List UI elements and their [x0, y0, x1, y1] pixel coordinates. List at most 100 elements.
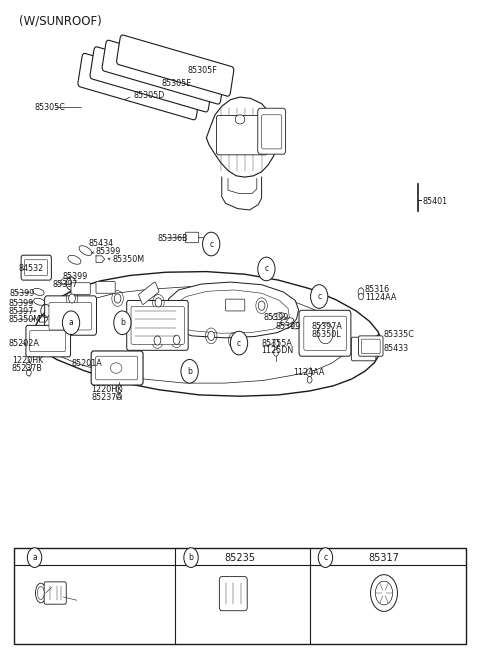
FancyBboxPatch shape — [96, 281, 115, 293]
FancyBboxPatch shape — [258, 108, 286, 154]
Circle shape — [26, 369, 31, 376]
Text: 85397A: 85397A — [311, 322, 342, 331]
Circle shape — [181, 359, 198, 383]
FancyBboxPatch shape — [117, 35, 234, 96]
FancyBboxPatch shape — [30, 331, 65, 352]
Text: 85399: 85399 — [10, 289, 35, 298]
Text: 85317: 85317 — [369, 552, 399, 563]
Circle shape — [26, 362, 32, 370]
FancyBboxPatch shape — [127, 300, 188, 350]
Text: 85397: 85397 — [53, 280, 78, 289]
Circle shape — [231, 336, 238, 345]
Ellipse shape — [79, 246, 92, 255]
FancyBboxPatch shape — [78, 53, 201, 120]
FancyBboxPatch shape — [90, 47, 212, 112]
Text: 85305D: 85305D — [133, 91, 165, 100]
Text: 85399: 85399 — [62, 272, 88, 281]
Text: 85235: 85235 — [225, 552, 255, 563]
FancyBboxPatch shape — [91, 351, 143, 385]
Text: (W/SUNROOF): (W/SUNROOF) — [19, 14, 102, 28]
Circle shape — [155, 298, 162, 307]
Text: 85399: 85399 — [96, 247, 121, 256]
Circle shape — [116, 385, 122, 393]
Text: 1220HK: 1220HK — [12, 356, 43, 365]
Circle shape — [208, 331, 215, 340]
Text: 85305C: 85305C — [35, 103, 65, 112]
Text: 85305F: 85305F — [187, 66, 217, 75]
Text: 85434: 85434 — [89, 239, 114, 248]
Text: 18641E: 18641E — [53, 583, 83, 592]
Ellipse shape — [68, 255, 81, 264]
Ellipse shape — [280, 318, 294, 325]
Circle shape — [273, 339, 279, 347]
Circle shape — [230, 331, 248, 355]
FancyBboxPatch shape — [71, 283, 90, 295]
FancyBboxPatch shape — [24, 260, 48, 276]
FancyBboxPatch shape — [96, 356, 138, 380]
FancyBboxPatch shape — [299, 310, 351, 356]
Circle shape — [114, 311, 131, 335]
Ellipse shape — [33, 289, 44, 295]
Text: 1125DN: 1125DN — [262, 346, 294, 356]
Text: 85401: 85401 — [422, 197, 447, 206]
FancyBboxPatch shape — [361, 339, 380, 354]
Text: 85355A: 85355A — [262, 338, 292, 348]
Text: a: a — [32, 553, 37, 562]
Circle shape — [184, 548, 198, 567]
Circle shape — [274, 350, 278, 356]
Text: 1124AA: 1124AA — [365, 293, 396, 302]
Circle shape — [154, 336, 161, 345]
Text: 85335C: 85335C — [383, 330, 414, 339]
Text: b: b — [187, 367, 192, 376]
Text: 85336B: 85336B — [157, 234, 188, 243]
Text: 85202A: 85202A — [9, 339, 39, 348]
Circle shape — [258, 301, 265, 310]
FancyBboxPatch shape — [304, 316, 347, 350]
FancyBboxPatch shape — [216, 115, 267, 155]
Polygon shape — [206, 97, 277, 177]
Ellipse shape — [300, 326, 314, 333]
FancyBboxPatch shape — [44, 582, 66, 604]
Text: a: a — [69, 318, 73, 327]
Text: 84532: 84532 — [18, 264, 44, 273]
Circle shape — [69, 294, 75, 303]
Text: 85433: 85433 — [384, 344, 409, 354]
Ellipse shape — [34, 298, 45, 305]
Text: 1220HK: 1220HK — [91, 385, 122, 394]
FancyBboxPatch shape — [26, 325, 71, 357]
Circle shape — [358, 288, 364, 296]
Text: 85350M: 85350M — [9, 315, 41, 324]
FancyBboxPatch shape — [21, 255, 51, 280]
Circle shape — [117, 393, 121, 400]
Text: b: b — [120, 318, 125, 327]
Circle shape — [62, 311, 80, 335]
Text: 85350M: 85350M — [113, 255, 145, 264]
Text: 85399: 85399 — [263, 313, 288, 322]
Circle shape — [375, 581, 393, 605]
Polygon shape — [163, 282, 299, 338]
Text: 85350L: 85350L — [311, 330, 341, 339]
Text: 85237A: 85237A — [91, 393, 122, 402]
Text: c: c — [209, 239, 213, 249]
Text: c: c — [324, 553, 327, 562]
Circle shape — [318, 548, 333, 567]
Circle shape — [318, 323, 333, 344]
Circle shape — [203, 232, 220, 256]
Text: c: c — [264, 264, 268, 274]
Ellipse shape — [36, 583, 46, 603]
FancyBboxPatch shape — [185, 232, 199, 243]
Circle shape — [371, 575, 397, 611]
FancyBboxPatch shape — [351, 337, 376, 361]
Text: 85237B: 85237B — [12, 363, 43, 373]
FancyBboxPatch shape — [226, 299, 245, 311]
Circle shape — [173, 335, 180, 344]
Text: c: c — [237, 338, 241, 348]
Text: 85399: 85399 — [276, 322, 301, 331]
FancyBboxPatch shape — [139, 282, 159, 304]
Text: b: b — [189, 553, 193, 562]
Polygon shape — [31, 272, 382, 396]
Ellipse shape — [37, 586, 44, 600]
Circle shape — [307, 377, 312, 383]
FancyBboxPatch shape — [49, 302, 92, 330]
Circle shape — [307, 369, 312, 377]
